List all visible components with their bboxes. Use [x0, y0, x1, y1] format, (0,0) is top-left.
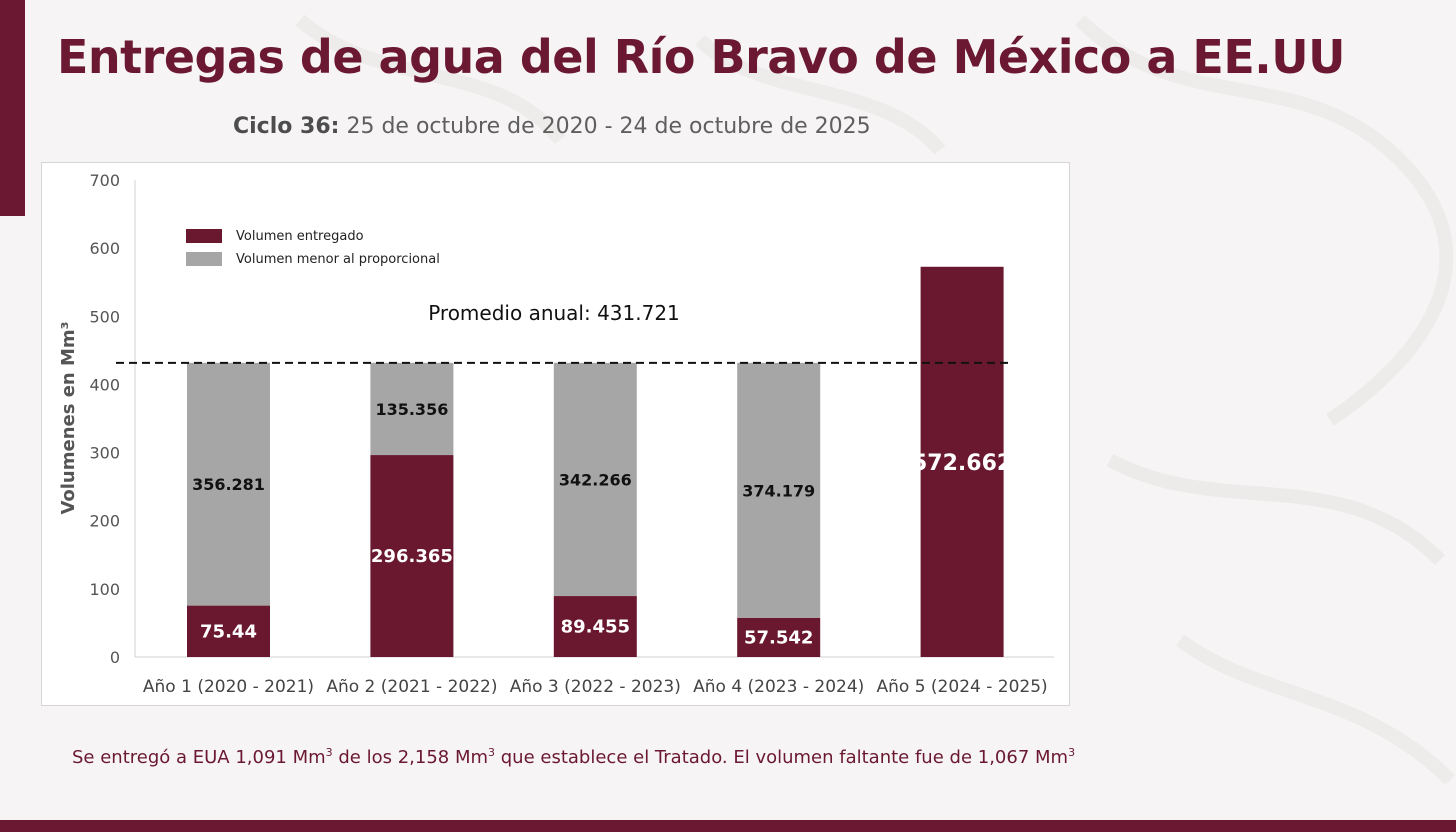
x-tick-label: Año 3 (2022 - 2023) [510, 677, 681, 697]
data-label-delivered: 75.44 [200, 621, 257, 642]
data-label-shortfall: 374.179 [742, 481, 815, 500]
legend-label-shortfall: Volumen menor al proporcional [236, 252, 440, 267]
bar-shortfall [737, 362, 821, 618]
bar-delivered [187, 605, 270, 657]
bar-delivered [737, 617, 821, 657]
cycle-dates: 25 de octubre de 2020 - 24 de octubre de… [339, 114, 871, 139]
y-tick-label: 200 [89, 512, 120, 531]
bar-shortfall [370, 362, 454, 456]
data-label-delivered: 296.365 [371, 546, 453, 567]
chart-subtitle: Ciclo 36: 25 de octubre de 2020 - 24 de … [233, 114, 871, 139]
footnote-sup-1: 3 [325, 746, 333, 759]
y-tick-label: 700 [89, 171, 120, 190]
bar-shortfall [553, 362, 637, 597]
y-tick-label: 500 [89, 307, 120, 326]
brand-accent-bar [0, 0, 25, 216]
x-tick-label: Año 1 (2020 - 2021) [143, 677, 314, 697]
legend-swatch-delivered [186, 229, 222, 243]
footnote-text-3: que establece el Tratado. El volumen fal… [495, 747, 1069, 768]
data-label-delivered: 89.455 [561, 617, 630, 638]
footnote: Se entregó a EUA 1,091 Mm3 de los 2,158 … [72, 746, 1075, 768]
data-label-shortfall: 356.281 [192, 475, 265, 494]
footnote-sup-2: 3 [488, 746, 496, 759]
data-label-delivered: 57.542 [744, 627, 813, 648]
bar-delivered [553, 596, 637, 657]
bar-delivered [920, 266, 1004, 657]
y-tick-label: 300 [89, 444, 120, 463]
brand-footer-bar [0, 820, 1456, 832]
average-label: Promedio anual: 431.721 [428, 301, 680, 325]
y-tick-label: 100 [89, 580, 120, 599]
page-title: Entregas de agua del Río Bravo de México… [57, 30, 1345, 84]
data-label-delivered: 572.662 [912, 451, 1012, 476]
y-tick-label: 400 [89, 375, 120, 394]
bar-shortfall [187, 362, 270, 606]
x-tick-label: Año 4 (2023 - 2024) [693, 677, 864, 697]
footnote-text-2: de los 2,158 Mm [332, 747, 489, 768]
y-axis-label: Volumenes en Mm³ [58, 321, 79, 514]
legend-swatch-shortfall [186, 252, 222, 266]
x-tick-label: Año 5 (2024 - 2025) [877, 677, 1048, 697]
bar-delivered [370, 455, 454, 657]
y-tick-label: 0 [110, 648, 120, 667]
legend-label-delivered: Volumen entregado [236, 229, 364, 244]
footnote-text-1: Se entregó a EUA 1,091 Mm [72, 747, 326, 768]
footnote-sup-3: 3 [1068, 746, 1076, 759]
data-label-shortfall: 135.356 [375, 400, 448, 419]
x-tick-label: Año 2 (2021 - 2022) [326, 677, 497, 697]
data-label-shortfall: 342.266 [559, 470, 632, 489]
cycle-label: Ciclo 36: [233, 114, 340, 139]
y-tick-label: 600 [89, 239, 120, 258]
